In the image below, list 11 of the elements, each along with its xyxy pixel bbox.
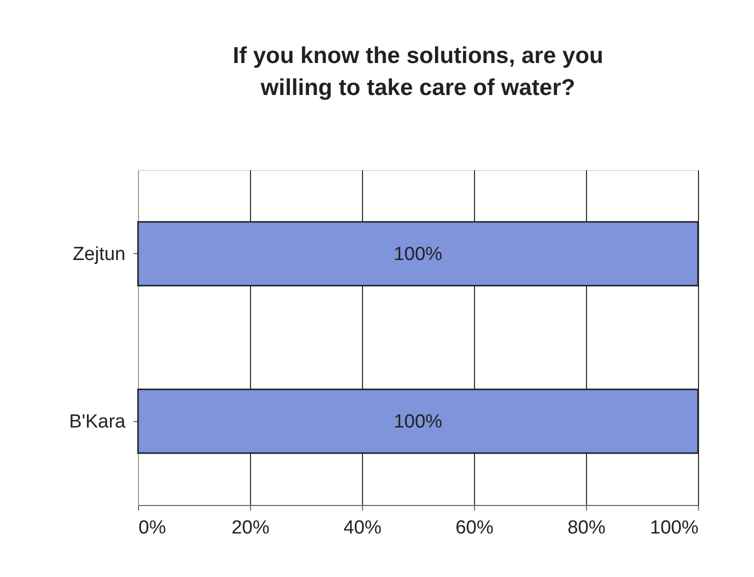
y-tick-label: Zejtun (72, 244, 126, 265)
data-label: 100% (394, 411, 442, 432)
x-tick-label: 0% (138, 518, 166, 538)
x-tick-label: 60% (455, 518, 494, 538)
chart-title: If you know the solutions, are you willing to take care of water? (232, 42, 604, 100)
x-tick-label: 80% (567, 518, 606, 538)
x-tick-label: 100% (650, 518, 699, 538)
x-tick-label: 20% (231, 518, 270, 538)
y-tick-label: B'Kara (69, 411, 126, 432)
x-tick-label: 40% (343, 518, 382, 538)
data-label: 100% (394, 244, 442, 265)
